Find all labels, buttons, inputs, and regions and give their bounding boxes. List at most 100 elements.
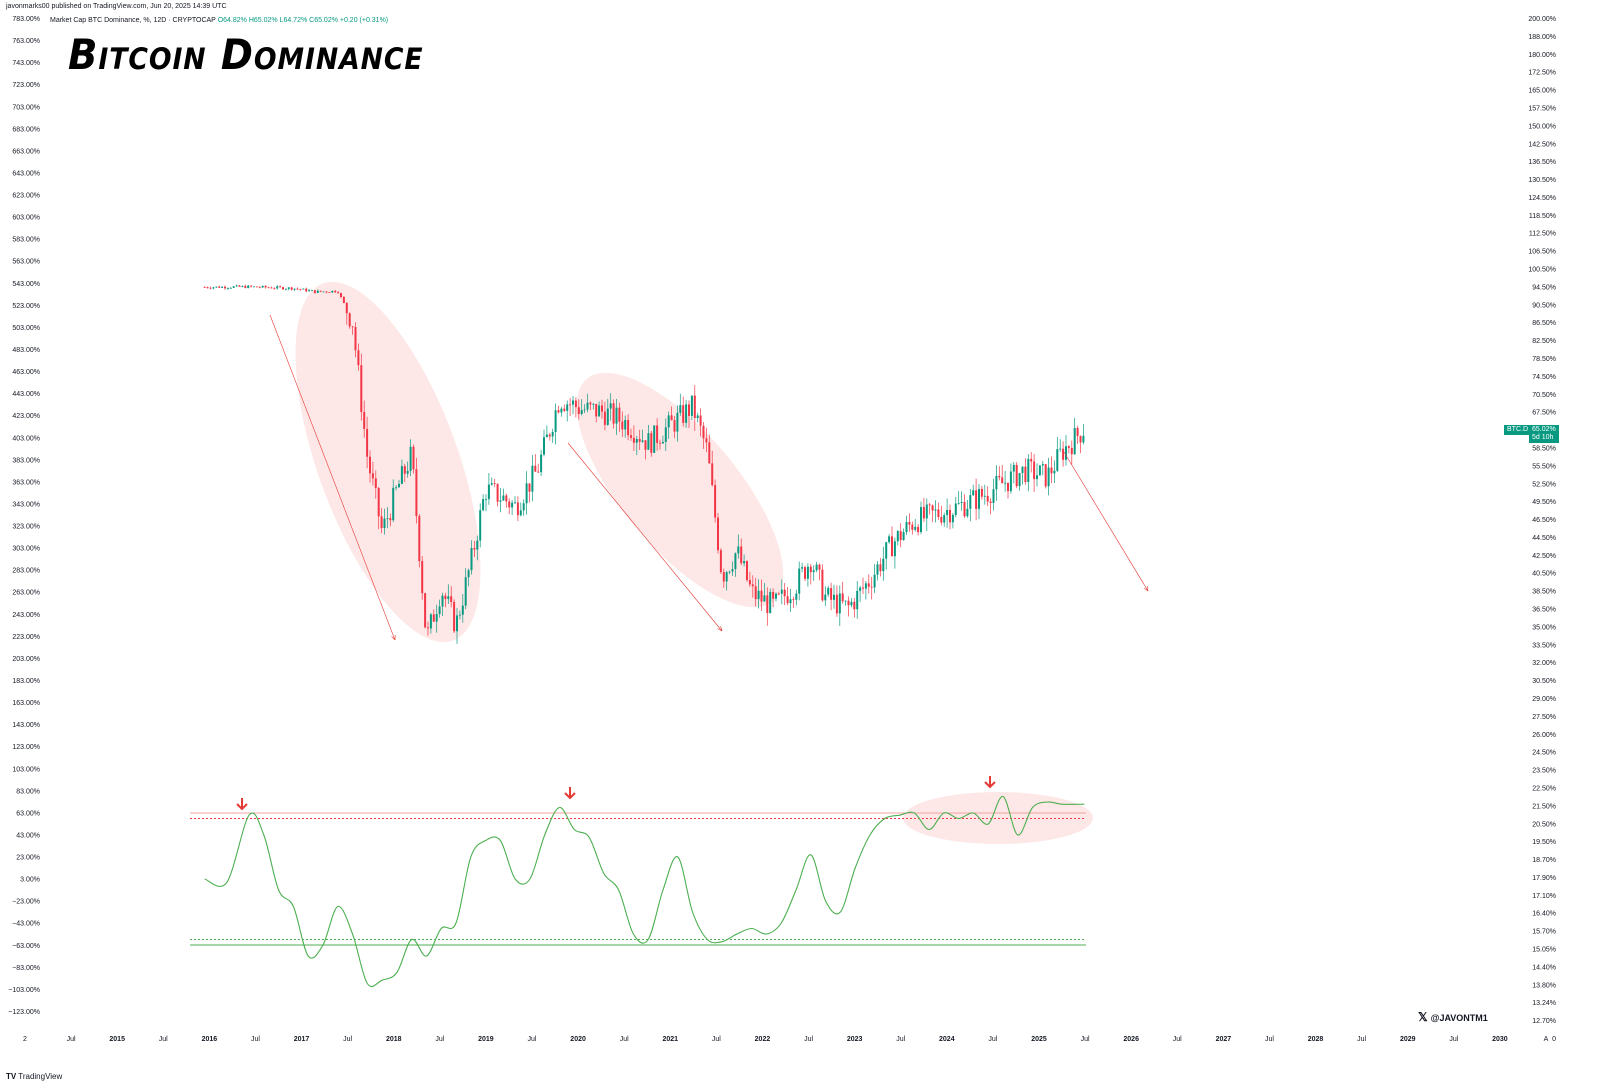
x-axis-label: Jul xyxy=(435,1036,444,1043)
candle-body xyxy=(224,286,226,289)
x-axis-label: 2022 xyxy=(755,1036,771,1043)
candle-body xyxy=(859,587,862,591)
candle-body xyxy=(482,499,485,511)
right-axis-label: 27.50% xyxy=(1532,714,1556,721)
candle-body xyxy=(232,286,235,288)
left-axis-label: 283.00% xyxy=(12,568,40,575)
candle-body xyxy=(1062,448,1065,460)
left-axis-label: 603.00% xyxy=(12,215,40,222)
candle-body xyxy=(429,614,432,629)
right-axis-label: 55.50% xyxy=(1532,463,1556,470)
candle-body xyxy=(1044,464,1047,487)
left-axis-label: 243.00% xyxy=(12,612,40,619)
left-axis-label: 83.00% xyxy=(16,788,40,795)
candle-body xyxy=(302,288,305,290)
candle-body xyxy=(731,569,734,572)
candle-body xyxy=(453,601,456,632)
x-axis-label: Jul xyxy=(1081,1036,1090,1043)
candle-body xyxy=(270,287,273,289)
left-axis-label: 703.00% xyxy=(12,104,40,111)
candle-body xyxy=(888,536,891,543)
candle-body xyxy=(322,291,325,293)
candle-body xyxy=(656,425,659,443)
x-logo-icon: 𝕏 xyxy=(1418,1010,1428,1024)
x-axis-label: Jul xyxy=(620,1036,629,1043)
candle-body xyxy=(714,485,717,518)
candle-body xyxy=(502,495,505,501)
x-axis-label: 2017 xyxy=(294,1036,310,1043)
candle-body xyxy=(511,502,514,508)
bar-countdown: 5d 10h xyxy=(1532,434,1554,441)
left-axis-label: −123.00% xyxy=(8,1009,40,1016)
peak-arrow-icon xyxy=(984,781,996,789)
candle-body xyxy=(221,286,224,288)
candle-body xyxy=(276,286,279,289)
publisher-line: javonmarks00 published on TradingView.co… xyxy=(6,3,227,10)
right-axis-label: 52.50% xyxy=(1532,481,1556,488)
candle-body xyxy=(650,433,653,453)
candle-body xyxy=(1007,482,1009,492)
right-axis-label: 13.80% xyxy=(1532,982,1556,989)
right-axis-label: 40.50% xyxy=(1532,571,1556,578)
candle-body xyxy=(447,596,450,600)
candle-body xyxy=(630,435,632,438)
right-axis-label: 24.50% xyxy=(1532,750,1556,757)
candle-body xyxy=(421,561,424,594)
left-axis-label: 543.00% xyxy=(12,281,40,288)
candle-body xyxy=(690,395,693,416)
left-axis-label: 3.00% xyxy=(20,877,40,884)
right-axis-label: 118.50% xyxy=(1529,213,1556,220)
trend-arrowhead xyxy=(1146,586,1149,592)
candle-body xyxy=(531,465,534,492)
symbol-price-tag: BTC.D xyxy=(1504,425,1531,435)
right-axis-label: 19.50% xyxy=(1532,839,1556,846)
candle-body xyxy=(638,438,641,442)
candle-body xyxy=(876,564,879,575)
candle-body xyxy=(398,483,400,488)
left-axis-label: 503.00% xyxy=(12,325,40,332)
right-axis-label: 74.50% xyxy=(1532,374,1556,381)
author-handle[interactable]: 𝕏 @JAVONTM1 xyxy=(1418,1010,1488,1024)
candle-body xyxy=(925,504,928,519)
x-axis-label: Jul xyxy=(804,1036,813,1043)
candle-body xyxy=(1018,473,1021,487)
right-axis-label: 36.50% xyxy=(1532,607,1556,614)
candle-body xyxy=(461,605,464,615)
candle-body xyxy=(975,490,978,509)
candle-body xyxy=(920,507,922,533)
tradingview-logo-icon: TV xyxy=(6,1072,17,1081)
candle-body xyxy=(885,542,888,559)
candle-body xyxy=(1015,464,1018,487)
candle-body xyxy=(659,442,661,444)
x-axis-label: Jul xyxy=(712,1036,721,1043)
candle-body xyxy=(719,550,722,573)
candle-body xyxy=(780,589,783,594)
x-axis-label: Jul xyxy=(1449,1036,1458,1043)
left-axis-label: 763.00% xyxy=(12,38,40,45)
right-axis-label: 67.50% xyxy=(1532,410,1556,417)
candle-body xyxy=(804,567,806,579)
candle-body xyxy=(273,288,276,290)
candle-body xyxy=(986,495,989,502)
right-axis-label: 26.00% xyxy=(1532,732,1556,739)
candle-body xyxy=(540,454,543,473)
right-axis-label: 32.00% xyxy=(1532,660,1556,667)
candle-body xyxy=(572,400,574,405)
candle-body xyxy=(760,590,763,602)
tradingview-brand[interactable]: TV TradingView xyxy=(6,1072,62,1081)
candle-body xyxy=(772,591,775,599)
candle-body xyxy=(456,615,458,632)
candle-body xyxy=(632,437,635,443)
candle-body xyxy=(734,553,737,570)
candle-body xyxy=(284,288,287,290)
right-axis-label: 21.50% xyxy=(1532,803,1556,810)
candle-body xyxy=(215,286,218,288)
left-axis-label: 403.00% xyxy=(12,435,40,442)
candle-body xyxy=(548,434,551,437)
candle-body xyxy=(583,409,586,411)
right-axis-label: 17.10% xyxy=(1532,893,1556,900)
candle-body xyxy=(1012,464,1015,472)
right-axis-label: 16.40% xyxy=(1532,911,1556,918)
candle-body xyxy=(653,425,656,453)
